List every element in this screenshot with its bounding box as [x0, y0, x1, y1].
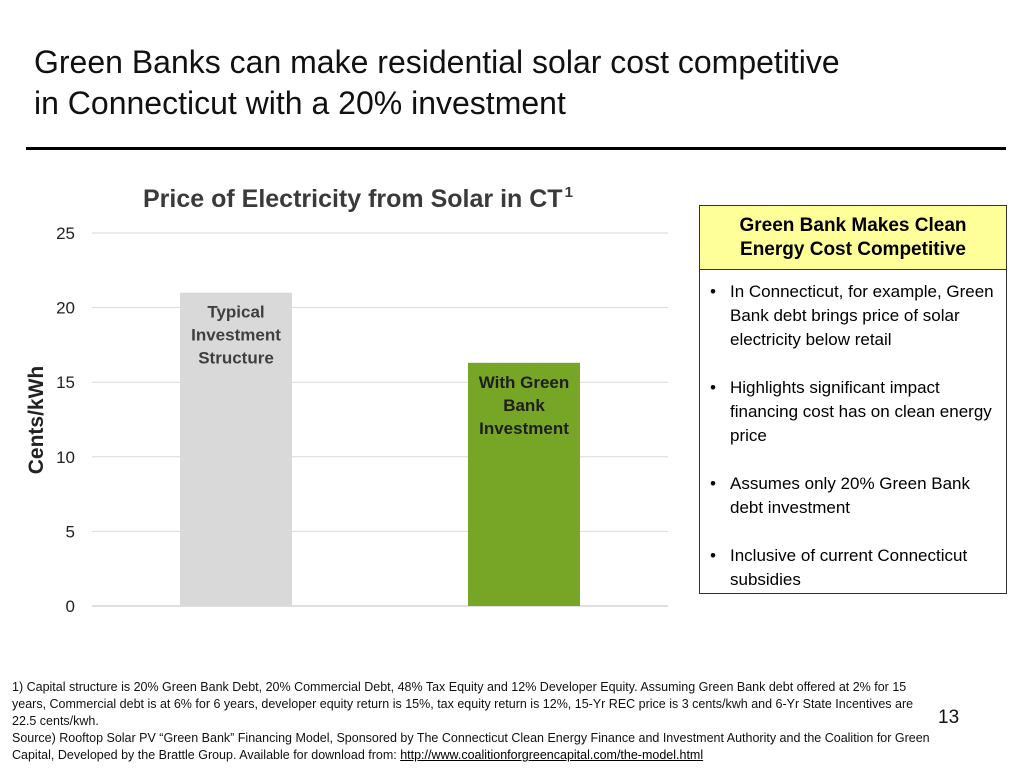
bar-label: With Green Bank Investment	[479, 373, 570, 438]
bullet-dot-icon: •	[710, 282, 716, 301]
bullet-text: Assumes only 20% Green Bank debt investm…	[730, 474, 971, 517]
bullet-item: • Inclusive of current Connecticut subsid…	[710, 544, 998, 592]
bar	[468, 362, 580, 606]
y-tick-label: 5	[66, 522, 75, 541]
footnote-capital-structure: 1) Capital structure is 20% Green Bank D…	[12, 680, 914, 728]
y-tick-label: 25	[56, 224, 75, 243]
chart-title: Price of Electricity from Solar in CT 1	[143, 184, 573, 213]
bar-label: Typical Investment Structure	[191, 303, 281, 368]
panel-body: • In Connecticut, for example, Green Bank…	[700, 270, 1006, 592]
slide-title-line-1: Green Banks can make residential solar c…	[34, 44, 840, 80]
bar	[180, 292, 292, 606]
solar-price-chart: Price of Electricity from Solar in CT 1 0…	[18, 170, 690, 620]
y-tick-label: 0	[66, 597, 75, 616]
bullet-text: In Connecticut, for example, Green Bank …	[730, 282, 994, 349]
bullet-item: • Highlights significant impact financing…	[710, 376, 998, 448]
y-tick-label: 10	[56, 448, 75, 467]
bullet-dot-icon: •	[710, 546, 716, 565]
footnote-source: Source) Rooftop Solar PV “Green Bank” Fi…	[12, 730, 932, 764]
bullet-dot-icon: •	[710, 474, 716, 493]
bullet-text: Inclusive of current Connecticut subsidi…	[730, 546, 968, 589]
bullet-dot-icon: •	[710, 378, 716, 397]
slide-title-line-2: in Connecticut with a 20% investment	[34, 85, 566, 121]
y-axis-ticks: 0 5 10 15 20 25	[56, 224, 75, 616]
bullet-item: • Assumes only 20% Green Bank debt invest…	[710, 472, 998, 520]
footnote-source-text: Source) Rooftop Solar PV “Green Bank” Fi…	[12, 731, 930, 762]
bars: Typical Investment Structure With Green Bank…	[180, 292, 580, 606]
key-points-panel: Green Bank Makes Clean Energy Cost Compe…	[699, 205, 1007, 594]
y-axis-label: Cents/kWh	[25, 366, 48, 475]
grid-lines	[92, 232, 668, 607]
y-tick-label: 20	[56, 299, 75, 318]
page-number: 13	[938, 707, 960, 728]
footnotes: 1) Capital structure is 20% Green Bank D…	[12, 679, 932, 764]
chart-svg: Price of Electricity from Solar in CT 1 0…	[25, 184, 668, 616]
y-tick-label: 15	[56, 373, 75, 392]
bullet-text: Highlights significant impact financing …	[730, 378, 992, 445]
bullet-item: • In Connecticut, for example, Green Bank…	[710, 280, 998, 352]
panel-header: Green Bank Makes Clean Energy Cost Compe…	[700, 206, 1006, 270]
model-download-link[interactable]: http://www.coalitionforgreencapital.com/…	[400, 748, 704, 762]
title-divider	[26, 147, 1006, 150]
slide-title: Green Banks can make residential solar c…	[34, 42, 994, 124]
chart-title-superscript: 1	[565, 184, 573, 201]
